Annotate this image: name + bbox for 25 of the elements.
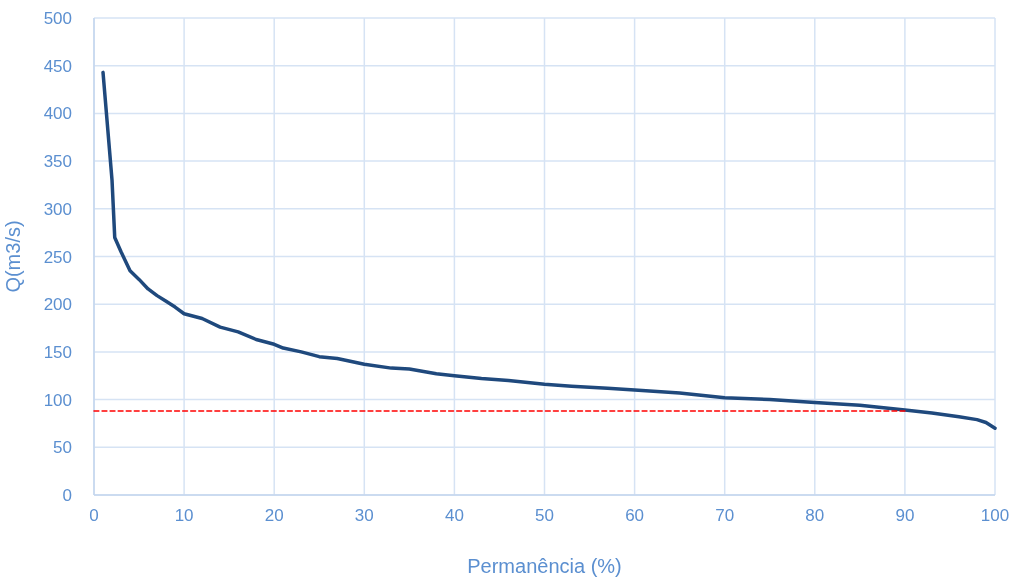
y-tick-label: 500 [43, 9, 72, 28]
y-tick-label: 50 [53, 438, 72, 458]
y-tick-label: 450 [43, 56, 72, 76]
y-tick-label: 150 [43, 342, 72, 362]
x-tick-label: 20 [264, 506, 284, 525]
y-tick-label: 200 [43, 295, 72, 315]
x-tick-label: 0 [89, 506, 99, 525]
y-tick-label: 300 [43, 199, 72, 219]
y-tick-label: 400 [43, 104, 72, 124]
x-tick-label: 80 [805, 506, 825, 525]
x-tick-label: 30 [354, 506, 374, 525]
x-tick-label: 70 [715, 506, 735, 525]
line-series [101, 70, 997, 430]
x-tick-label: 50 [535, 506, 554, 525]
y-axis-title: Q(m3/s) [2, 220, 24, 293]
x-axis-title: Permanência (%) [467, 555, 622, 577]
y-tick-label: 100 [43, 390, 72, 410]
y-tick-label: 0 [62, 486, 72, 505]
x-tick-label: 100 [980, 506, 1010, 525]
y-tick-label: 250 [43, 247, 72, 267]
x-tick-label: 40 [444, 506, 464, 525]
x-tick-label: 60 [625, 506, 645, 525]
x-tick-label: 10 [174, 506, 194, 525]
x-tick-label: 90 [895, 506, 915, 525]
y-tick-label: 350 [43, 152, 72, 172]
